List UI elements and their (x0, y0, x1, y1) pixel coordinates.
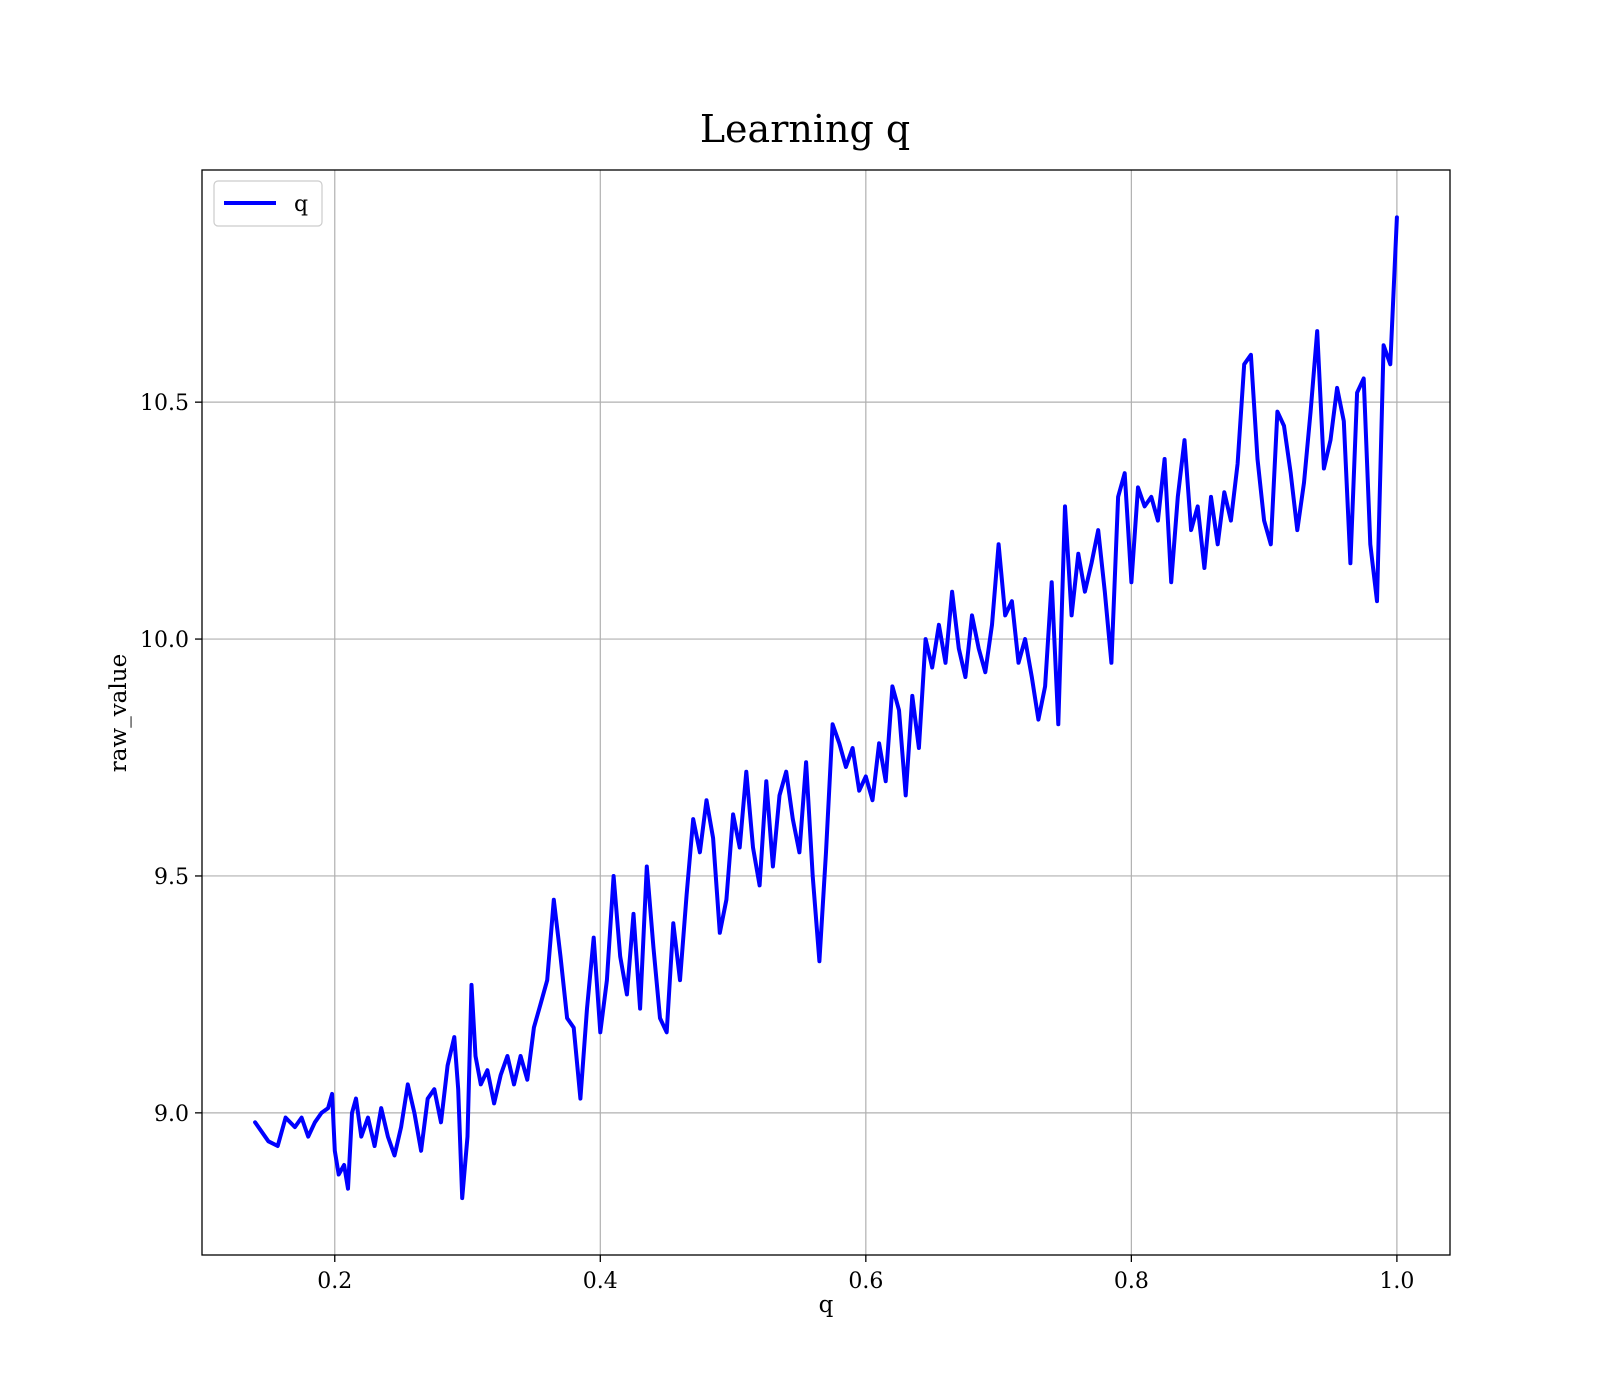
plot-frame (201, 169, 1451, 1256)
chart-title: Learning q (700, 107, 910, 151)
y-tick-label: 10.5 (140, 391, 189, 416)
series-line-q (253, 215, 1399, 1201)
y-tick-label: 9.0 (154, 1102, 189, 1127)
legend: q (213, 180, 323, 227)
x-tick-label: 1.0 (1379, 1269, 1414, 1294)
y-axis-label: raw_value (106, 654, 132, 772)
x-tick-label: 0.4 (583, 1269, 618, 1294)
y-axis: 9.0 9.5 10.0 10.5 (140, 391, 202, 1127)
x-axis: 0.2 0.4 0.6 0.8 1.0 (317, 1255, 1414, 1294)
legend-label-q: q (294, 192, 308, 217)
y-tick-label: 10.0 (140, 628, 189, 653)
x-tick-label: 0.8 (1114, 1269, 1149, 1294)
y-tick-label: 9.5 (154, 865, 189, 890)
plot-lines (253, 215, 1399, 1201)
x-tick-label: 0.6 (848, 1269, 883, 1294)
grid (202, 170, 1450, 1255)
x-axis-label: q (819, 1292, 834, 1318)
x-tick-label: 0.2 (317, 1269, 352, 1294)
